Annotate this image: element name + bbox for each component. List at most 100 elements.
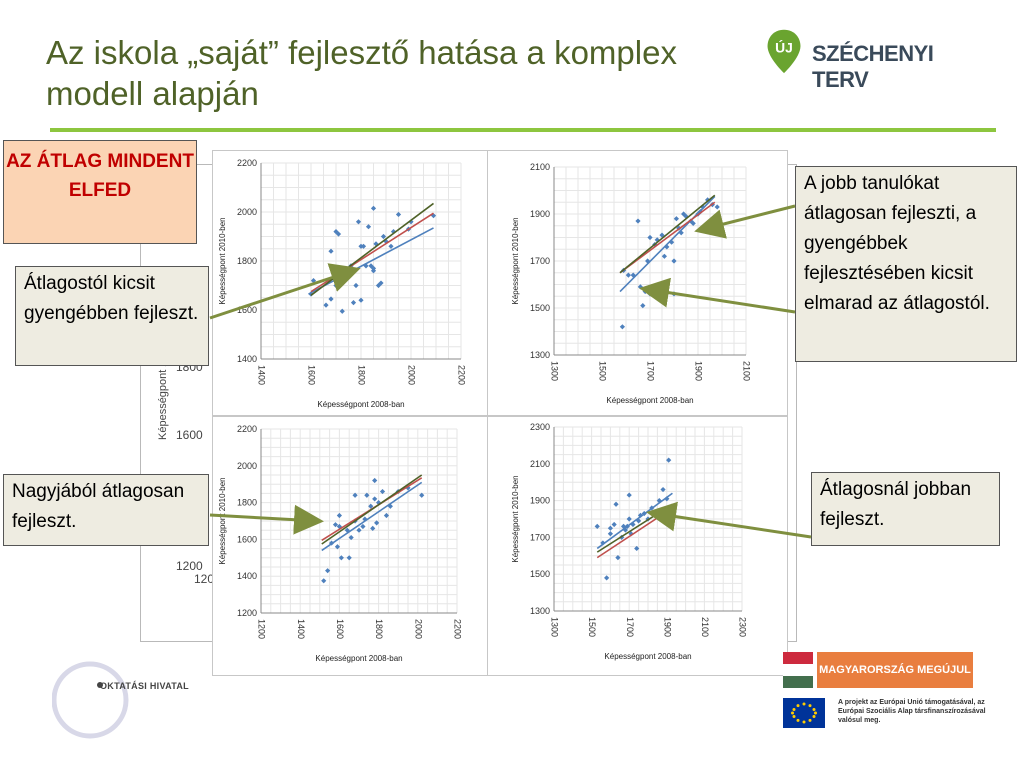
data-point	[328, 296, 334, 302]
eu-funding-text: A projekt az Európai Unió támogatásával,…	[838, 699, 986, 724]
data-point	[333, 229, 339, 235]
y-tick-label: 2000	[237, 207, 257, 217]
y-tick-label: 1300	[530, 350, 550, 360]
callout-left-top: Átlagostól kicsit gyengébben fejleszt.	[15, 266, 209, 366]
oktatasi-hivatal-text: OKTATÁSI HIVATAL	[100, 681, 189, 691]
szechenyi-terv-logo: ÚJ SZÉCHENYI TERV	[758, 28, 988, 98]
y-tick-label: 2200	[237, 424, 257, 434]
data-point	[370, 205, 377, 211]
x-tick-label: 1700	[625, 617, 635, 637]
y-tick-label: 2200	[237, 158, 257, 168]
scatter-chart-3: 1200 1400 1600 1800 2000 2200 1200 1400 1600 1800…	[212, 416, 488, 676]
y-axis-title: Képességpont 2010-ben	[511, 475, 520, 562]
scatter-chart-4: 1300 1500 1700 1900 2100 2300 1300 1500 1700 1900…	[487, 416, 788, 676]
x-tick-label: 2000	[413, 619, 423, 639]
x-tick-label: 1400	[296, 619, 306, 639]
x-tick-label: 1600	[307, 365, 317, 385]
data-point	[328, 248, 334, 254]
x-tick-label: 1200	[257, 619, 267, 639]
y-tick-label: 1700	[530, 532, 550, 542]
y-tick-label: 1500	[530, 569, 550, 579]
x-axis-title: Képességpont 2008-ban	[604, 652, 691, 661]
y-tick-label: 2000	[237, 461, 257, 471]
arrow-left-top	[209, 263, 361, 320]
arrow-left-bottom	[209, 504, 324, 535]
data-point	[325, 568, 331, 574]
x-tick-label: 2100	[742, 361, 752, 381]
data-point	[339, 308, 345, 314]
x-tick-label: 1900	[662, 617, 672, 637]
title-divider	[50, 128, 996, 132]
x-tick-label: 2200	[453, 619, 463, 639]
data-point	[368, 503, 374, 509]
callout-average-hides-all: AZ ÁTLAG MINDENT ELFED	[3, 140, 197, 244]
x-axis-title: Képességpont 2008-ban	[315, 654, 402, 663]
x-axis-title: Képességpont 2008-ban	[317, 400, 404, 409]
y-tick-label: 1700	[530, 256, 550, 266]
x-tick-label: 1400	[257, 365, 267, 385]
chart-svg-4: 1300 1500 1700 1900 2100 2300 1300 1500 1700 1900…	[511, 422, 748, 661]
slide-title: Az iskola „saját” fejlesztő hatása a kom…	[46, 34, 677, 112]
fit-line-green	[321, 474, 423, 545]
data-point	[370, 265, 377, 271]
x-tick-label: 2200	[457, 365, 467, 385]
y-axis-title: Képességpont 2010-ben	[218, 217, 227, 304]
data-point	[681, 211, 687, 217]
data-point	[355, 219, 362, 225]
y-tick-label: 1900	[530, 209, 550, 219]
y-tick-label: 2100	[530, 459, 550, 469]
y-tick-label: 1900	[530, 496, 550, 506]
data-point	[308, 291, 314, 297]
x-tick-label: 1300	[550, 617, 560, 637]
y-tick-label: 1600	[237, 305, 257, 315]
magyarorszag-megujul-text: MAGYARORSZÁG MEGÚJUL	[817, 652, 973, 688]
data-point	[626, 516, 632, 522]
y-tick-label: 1200	[237, 608, 257, 618]
data-point	[380, 233, 387, 240]
hungarian-flag-icon	[783, 652, 813, 688]
chart-svg-3: 1200 1400 1600 1800 2000 2200 1200 1400 1600 1800…	[218, 424, 463, 663]
data-point	[647, 234, 653, 241]
data-point	[365, 224, 372, 230]
x-tick-label: 1700	[646, 361, 656, 381]
background-ytick: 1200	[176, 559, 203, 573]
callout-right-top: A jobb tanulókat átlagosan fejleszti, a …	[795, 166, 1017, 362]
data-point	[388, 243, 394, 249]
y-tick-label: 2100	[530, 162, 550, 172]
x-tick-label: 2000	[407, 365, 417, 385]
data-point	[378, 280, 384, 286]
data-point	[358, 297, 364, 303]
data-point	[395, 211, 402, 218]
x-tick-label: 1300	[550, 361, 560, 381]
data-point	[356, 527, 362, 533]
arrow-right-top-lower	[639, 277, 796, 314]
data-point	[666, 457, 672, 463]
y-tick-label: 2300	[530, 422, 550, 432]
y-tick-label: 1300	[530, 606, 550, 616]
y-tick-label: 1800	[237, 498, 257, 508]
callout-left-bottom: Nagyjából átlagosan fejleszt.	[3, 474, 209, 546]
fit-line-green	[619, 194, 716, 274]
data-point	[360, 243, 367, 249]
y-tick-label: 1600	[237, 534, 257, 544]
y-tick-label: 1800	[237, 256, 257, 266]
data-point	[372, 477, 378, 484]
x-tick-label: 2100	[700, 617, 710, 637]
pin-text: ÚJ	[775, 38, 793, 55]
data-point	[635, 218, 641, 224]
data-point	[645, 258, 651, 264]
y-tick-label: 1500	[530, 303, 550, 313]
magyarorszag-megujul-logo: MAGYARORSZÁG MEGÚJUL	[783, 652, 975, 688]
data-point	[660, 486, 666, 493]
background-xtick: 120	[194, 572, 215, 586]
oktatasi-hivatal-logo	[52, 661, 129, 739]
brand-text: SZÉCHENYI TERV	[812, 41, 934, 92]
data-point	[714, 204, 720, 210]
x-tick-label: 1600	[335, 619, 345, 639]
data-point	[678, 230, 684, 236]
data-point	[350, 300, 357, 306]
callout-right-bottom: Átlagosnál jobban fejleszt.	[811, 472, 1000, 546]
data-point	[604, 575, 610, 581]
data-point	[430, 213, 437, 219]
